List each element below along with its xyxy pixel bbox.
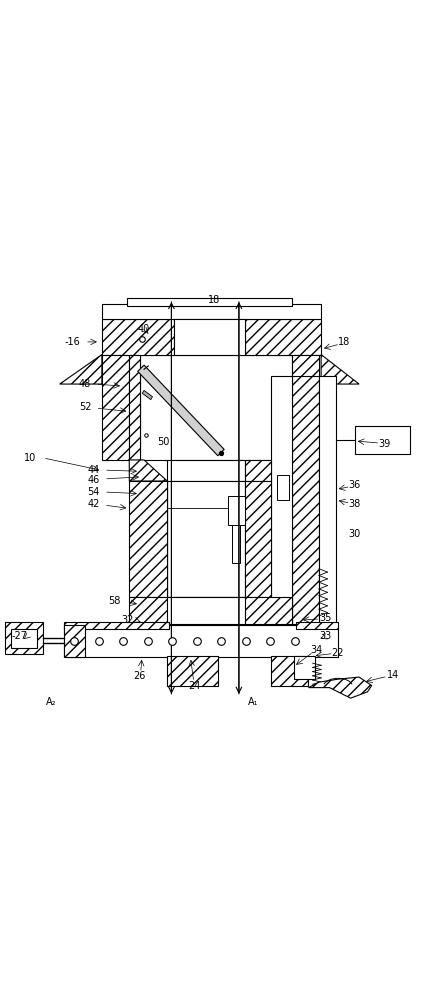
Bar xyxy=(291,376,319,624)
Bar xyxy=(102,355,129,460)
Text: 52: 52 xyxy=(79,402,91,412)
Text: 42: 42 xyxy=(87,499,100,509)
Bar xyxy=(294,656,315,679)
Bar xyxy=(11,629,36,648)
Text: 50: 50 xyxy=(157,437,169,447)
Polygon shape xyxy=(138,365,224,456)
Bar xyxy=(291,355,319,460)
Polygon shape xyxy=(129,460,167,481)
Bar xyxy=(102,304,321,319)
Text: 10: 10 xyxy=(24,453,36,463)
Text: 54: 54 xyxy=(87,487,100,497)
Text: 30: 30 xyxy=(349,529,361,539)
Bar xyxy=(173,319,245,355)
Bar xyxy=(140,355,291,460)
Bar xyxy=(245,481,271,597)
Text: 46: 46 xyxy=(87,475,99,485)
Bar xyxy=(228,496,245,525)
Polygon shape xyxy=(143,390,152,400)
Bar xyxy=(277,475,289,500)
Bar xyxy=(64,625,85,657)
Text: 35: 35 xyxy=(319,613,332,623)
Bar xyxy=(64,625,338,657)
Text: 33: 33 xyxy=(319,631,332,641)
Bar xyxy=(140,481,167,597)
Text: 34: 34 xyxy=(311,645,323,655)
Text: 39: 39 xyxy=(378,439,390,449)
Polygon shape xyxy=(60,355,102,384)
Text: 18: 18 xyxy=(338,337,350,347)
Bar xyxy=(127,298,291,306)
Bar xyxy=(319,376,336,624)
Text: 36: 36 xyxy=(349,480,361,490)
Bar xyxy=(296,622,338,629)
Bar xyxy=(355,426,409,454)
Text: 26: 26 xyxy=(134,671,146,681)
Polygon shape xyxy=(308,677,372,698)
Bar xyxy=(167,481,245,597)
Text: 24: 24 xyxy=(189,681,201,691)
Bar xyxy=(64,622,169,629)
Text: 44: 44 xyxy=(87,465,99,475)
Bar xyxy=(167,656,218,686)
Text: 48: 48 xyxy=(79,379,91,389)
Text: -27: -27 xyxy=(12,631,27,641)
Bar xyxy=(271,376,291,624)
Text: 22: 22 xyxy=(332,648,344,658)
Text: 32: 32 xyxy=(121,615,133,625)
Polygon shape xyxy=(245,460,271,481)
Text: A₂: A₂ xyxy=(46,697,57,707)
Bar xyxy=(167,597,245,624)
Text: 38: 38 xyxy=(349,499,361,509)
Text: 58: 58 xyxy=(108,596,121,606)
Text: A₁: A₁ xyxy=(248,697,259,707)
Bar xyxy=(245,319,321,355)
Text: 14: 14 xyxy=(387,670,399,680)
Text: -16: -16 xyxy=(64,337,80,347)
Bar xyxy=(291,376,319,624)
Bar xyxy=(271,656,308,686)
Bar xyxy=(5,622,43,654)
Bar xyxy=(102,319,173,355)
Text: 18: 18 xyxy=(208,295,220,305)
Bar xyxy=(232,525,240,563)
Bar xyxy=(129,481,167,597)
Polygon shape xyxy=(321,355,359,384)
Bar xyxy=(129,597,291,624)
Bar xyxy=(129,355,140,460)
Polygon shape xyxy=(167,460,245,481)
Text: 40: 40 xyxy=(138,324,150,334)
